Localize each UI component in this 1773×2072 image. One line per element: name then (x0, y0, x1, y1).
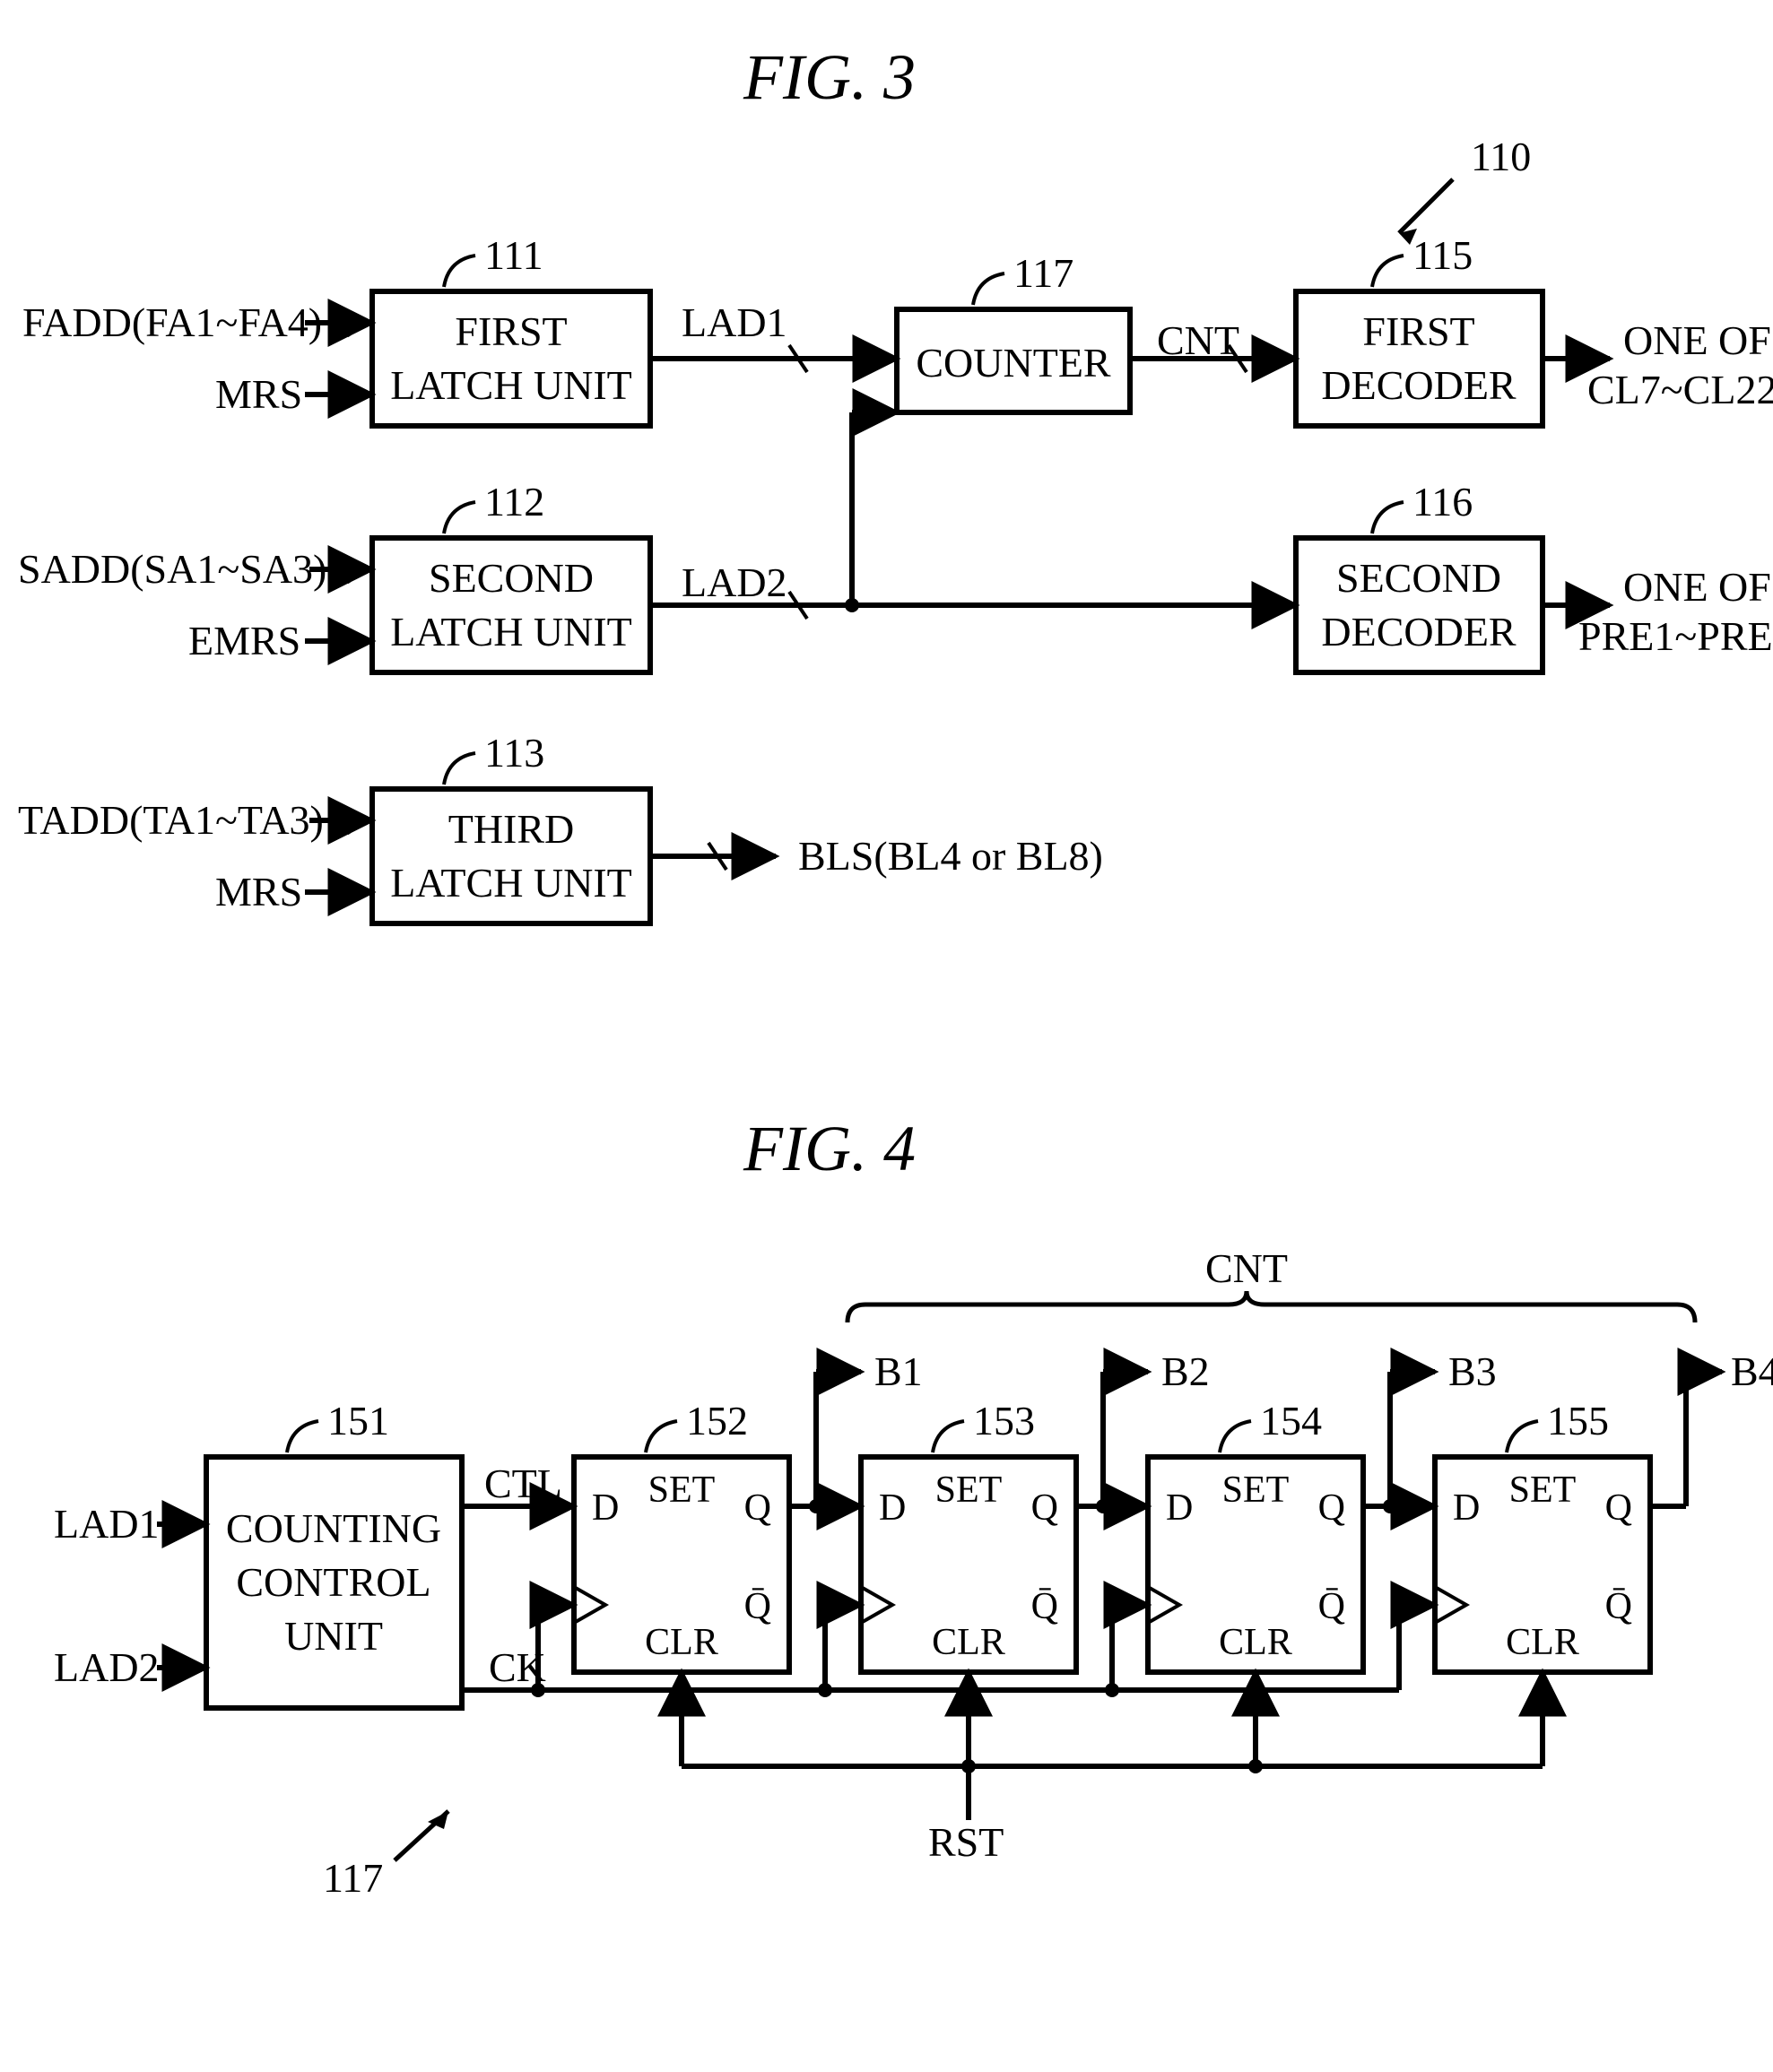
third-latch-ref: 113 (484, 730, 544, 776)
lad1-fig4-label: LAD1 (54, 1501, 160, 1547)
ff4-d: D (1453, 1487, 1480, 1529)
lad2-label: LAD2 (682, 559, 787, 605)
ff2-q: Q (1031, 1487, 1058, 1529)
ff4-clr: CLR (1506, 1622, 1579, 1663)
fadd-label: FADD(FA1~FA4) (22, 299, 322, 345)
first-decoder-ref: 115 (1412, 232, 1473, 278)
first-decoder-label1: FIRST (1362, 308, 1474, 354)
b4-label: B4 (1731, 1348, 1773, 1394)
second-latch-label2: LATCH UNIT (390, 609, 632, 655)
ff3-d: D (1166, 1487, 1193, 1529)
ff3-qbar: Q̄ (1318, 1586, 1345, 1627)
ff2-set: SET (935, 1469, 1003, 1511)
counter-ref: 117 (1013, 250, 1073, 296)
clock-triangle-icon (574, 1587, 605, 1623)
ccu-label1: COUNTING (226, 1505, 441, 1551)
ff1-clr: CLR (645, 1622, 718, 1663)
cnt-brace-label: CNT (1205, 1245, 1288, 1291)
second-decoder-label2: DECODER (1321, 609, 1517, 655)
pre-out-label2: PRE1~PRE5 (1578, 613, 1773, 659)
fig3-title: FIG. 3 (743, 41, 916, 113)
ff2-ref: 153 (973, 1398, 1035, 1443)
fig4-title: FIG. 4 (743, 1113, 916, 1184)
ff1-set: SET (648, 1469, 716, 1511)
ff1-qbar: Q̄ (744, 1586, 771, 1627)
ff2-d: D (879, 1487, 906, 1529)
mrs1-label: MRS (215, 371, 302, 417)
counter-label: COUNTER (916, 340, 1111, 386)
pre-out-label1: ONE OF (1623, 564, 1771, 610)
ff3-ref: 154 (1260, 1398, 1322, 1443)
ref-arrow (1399, 179, 1453, 233)
clock-triangle-icon (1435, 1587, 1466, 1623)
second-decoder-label1: SECOND (1336, 555, 1501, 601)
clock-triangle-icon (861, 1587, 892, 1623)
b1-label: B1 (874, 1348, 923, 1394)
emrs-label: EMRS (188, 618, 300, 663)
first-latch-label2: LATCH UNIT (390, 362, 632, 408)
ff4-q: Q (1605, 1487, 1632, 1529)
first-decoder-label2: DECODER (1321, 362, 1517, 408)
ff3-q: Q (1318, 1487, 1345, 1529)
ctl-label: CTL (484, 1461, 562, 1506)
fig4-ref-main: 117 (323, 1855, 383, 1901)
b3-label: B3 (1448, 1348, 1497, 1394)
rst-label: RST (928, 1819, 1004, 1865)
ff3-clr: CLR (1219, 1622, 1292, 1663)
third-latch-label1: THIRD (448, 806, 575, 852)
third-latch-label2: LATCH UNIT (390, 860, 632, 906)
ff2-clr: CLR (932, 1622, 1005, 1663)
ccu-label3: UNIT (284, 1613, 383, 1659)
ff4-ref: 155 (1547, 1398, 1609, 1443)
mrs2-label: MRS (215, 869, 302, 915)
sadd-label: SADD(SA1~SA3) (18, 546, 326, 592)
ff4-qbar: Q̄ (1605, 1586, 1632, 1627)
ff1-q: Q (744, 1487, 771, 1529)
second-latch-label1: SECOND (429, 555, 594, 601)
clock-triangle-icon (1148, 1587, 1179, 1623)
tadd-label: TADD(TA1~TA3) (18, 797, 324, 843)
second-decoder-ref: 116 (1412, 479, 1473, 525)
second-latch-ref: 112 (484, 479, 544, 525)
ff2-qbar: Q̄ (1031, 1586, 1058, 1627)
cnt-brace (847, 1291, 1695, 1322)
cl-out-label1: ONE OF (1623, 317, 1771, 363)
cl-out-label2: CL7~CL22 (1587, 367, 1773, 412)
lad1-label: LAD1 (682, 299, 787, 345)
ff1-ref: 152 (686, 1398, 748, 1443)
ff1-d: D (592, 1487, 619, 1529)
bls-label: BLS(BL4 or BL8) (798, 833, 1103, 879)
first-latch-label1: FIRST (455, 308, 567, 354)
ccu-label2: CONTROL (236, 1559, 430, 1605)
fig3-ref-main: 110 (1471, 134, 1531, 179)
ff3-set: SET (1222, 1469, 1290, 1511)
first-latch-ref: 111 (484, 232, 543, 278)
lad2-fig4-label: LAD2 (54, 1644, 160, 1690)
b2-label: B2 (1161, 1348, 1210, 1394)
ff4-set: SET (1509, 1469, 1577, 1511)
ccu-ref: 151 (327, 1398, 389, 1443)
